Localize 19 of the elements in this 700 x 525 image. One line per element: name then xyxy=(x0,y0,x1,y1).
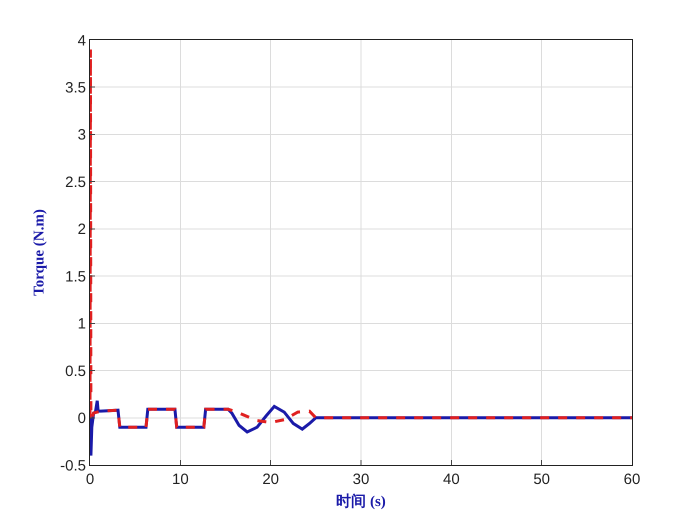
y-tick-label: 4 xyxy=(78,32,86,50)
y-tick-label: 2.5 xyxy=(65,174,86,191)
y-tick-label: 1 xyxy=(78,316,86,333)
y-tick-label: 3 xyxy=(78,126,86,144)
y-axis-title: Torque (N.m) xyxy=(31,209,48,296)
y-tick-label: 1.5 xyxy=(65,268,86,286)
x-tick-label: 50 xyxy=(533,471,550,488)
x-axis-title: 时间 (s) xyxy=(336,493,386,510)
line-series xyxy=(90,48,632,429)
y-tick-label: 0 xyxy=(78,410,86,428)
y-tick-label: 0.5 xyxy=(65,362,86,380)
y-tick-label: 2 xyxy=(78,221,86,238)
x-tick-label: 40 xyxy=(442,471,460,488)
y-tick-label: -0.5 xyxy=(60,457,86,474)
x-tick-label: 30 xyxy=(352,471,370,488)
x-tick-label: 20 xyxy=(262,471,280,488)
x-tick-label: 60 xyxy=(624,471,640,488)
y-tick-label: 3.5 xyxy=(65,79,86,96)
x-tick-label: 10 xyxy=(172,471,189,488)
